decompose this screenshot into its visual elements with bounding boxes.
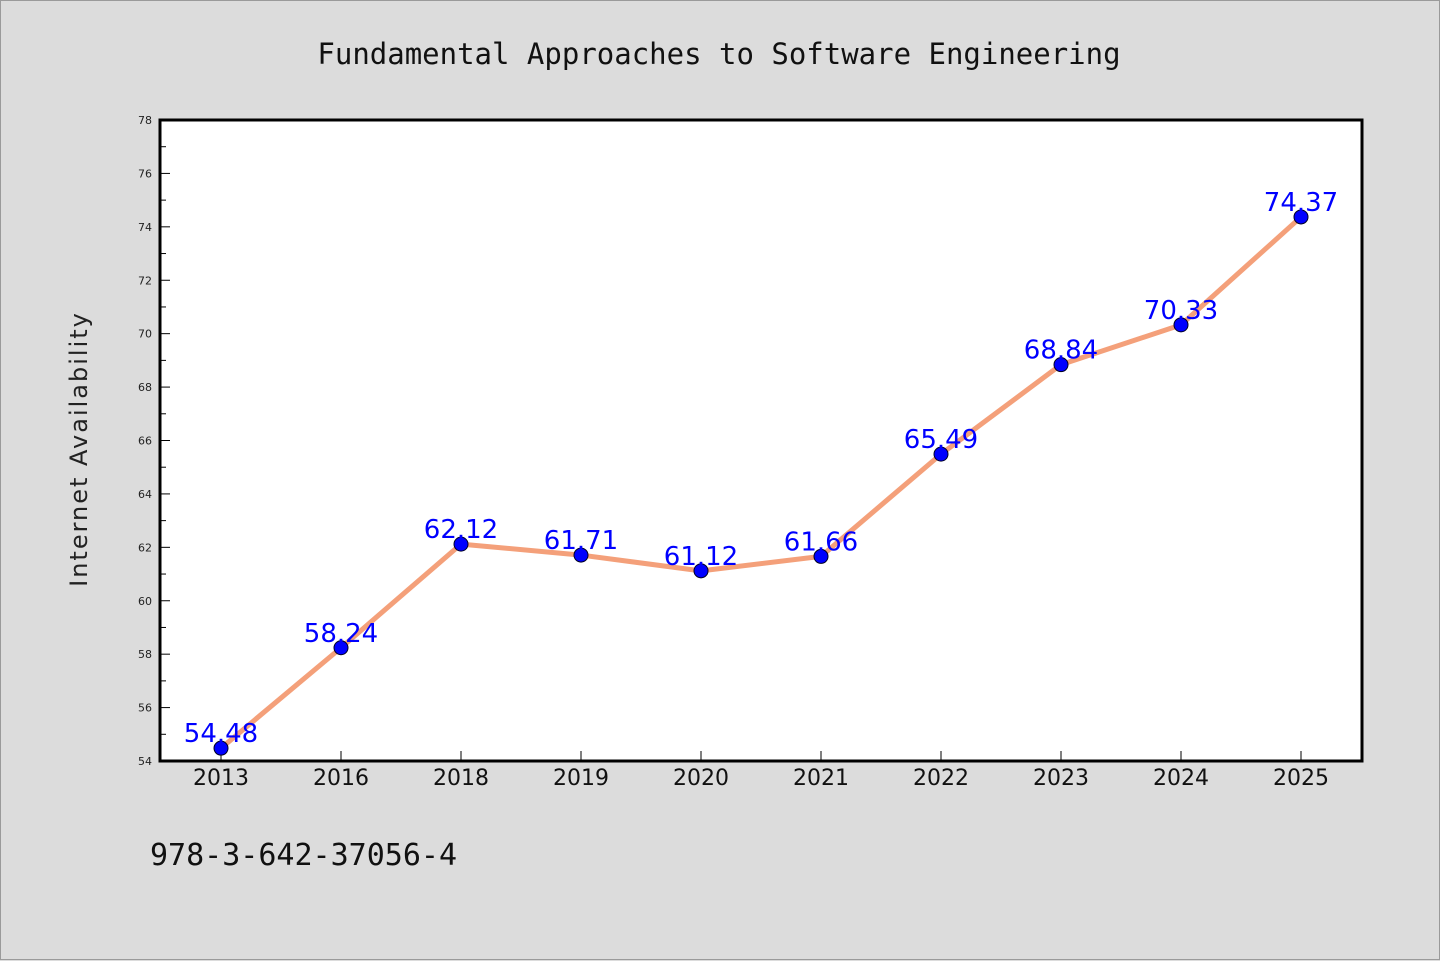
y-tick-label: 74: [138, 221, 152, 234]
x-axis: 2013 2016 2018 2019 2020 2021 2022 2023 2024 2025: [193, 751, 1329, 791]
x-tick-label: 2018: [433, 766, 489, 791]
y-tick-label: 54: [138, 755, 152, 768]
x-tick-label: 2016: [313, 766, 369, 791]
y-tick-label: 58: [138, 648, 152, 661]
data-label: 61.66: [784, 527, 858, 557]
data-labels: 54.48 58.24 62.12 61.71 61.12 61.66 65.49 68.84…: [184, 188, 1338, 749]
data-point: [813, 548, 829, 564]
y-tick-label: 76: [138, 167, 152, 180]
data-point: [1173, 317, 1189, 333]
data-point: [1053, 357, 1069, 373]
data-label: 62.12: [424, 515, 498, 545]
data-point: [333, 640, 349, 656]
y-tick-label: 78: [138, 114, 152, 127]
plot-area: [158, 118, 1364, 763]
data-point: [213, 740, 229, 756]
y-tick-label: 70: [138, 328, 152, 341]
data-label: 61.12: [664, 542, 738, 572]
x-tick-label: 2020: [673, 766, 729, 791]
data-label: 58.24: [304, 619, 378, 649]
data-point: [573, 547, 589, 563]
y-axis: 54 56 58 60 62 64 66 68 70 72 74 76 78: [138, 114, 170, 768]
y-tick-label: 72: [138, 274, 152, 287]
y-axis-label: Internet Availability: [65, 311, 93, 587]
data-point: [933, 446, 949, 462]
x-tick-label: 2022: [913, 766, 969, 791]
y-tick-label: 68: [138, 381, 152, 394]
x-tick-label: 2019: [553, 766, 609, 791]
data-point: [693, 563, 709, 579]
x-tick-label: 2021: [793, 766, 849, 791]
data-label: 68.84: [1024, 336, 1098, 366]
y-tick-label: 62: [138, 541, 152, 554]
x-tick-label: 2025: [1273, 766, 1329, 791]
x-tick-label: 2013: [193, 766, 249, 791]
data-point: [1293, 209, 1309, 225]
x-tick-label: 2024: [1153, 766, 1209, 791]
data-label: 70.33: [1144, 296, 1218, 326]
data-label: 61.71: [544, 526, 618, 556]
chart-title: Fundamental Approaches to Software Engin…: [317, 37, 1120, 71]
y-tick-label: 66: [138, 435, 152, 448]
data-label: 65.49: [904, 425, 978, 455]
series-layer: [213, 209, 1309, 756]
x-tick-label: 2023: [1033, 766, 1089, 791]
series-line: [218, 214, 1304, 751]
data-point: [453, 536, 469, 552]
isbn-text: 978-3-642-37056-4: [150, 838, 457, 873]
data-label: 74.37: [1264, 188, 1338, 218]
y-tick-label: 60: [138, 595, 152, 608]
y-tick-label: 64: [138, 488, 152, 501]
y-tick-label: 56: [138, 702, 152, 715]
data-label: 54.48: [184, 719, 258, 749]
